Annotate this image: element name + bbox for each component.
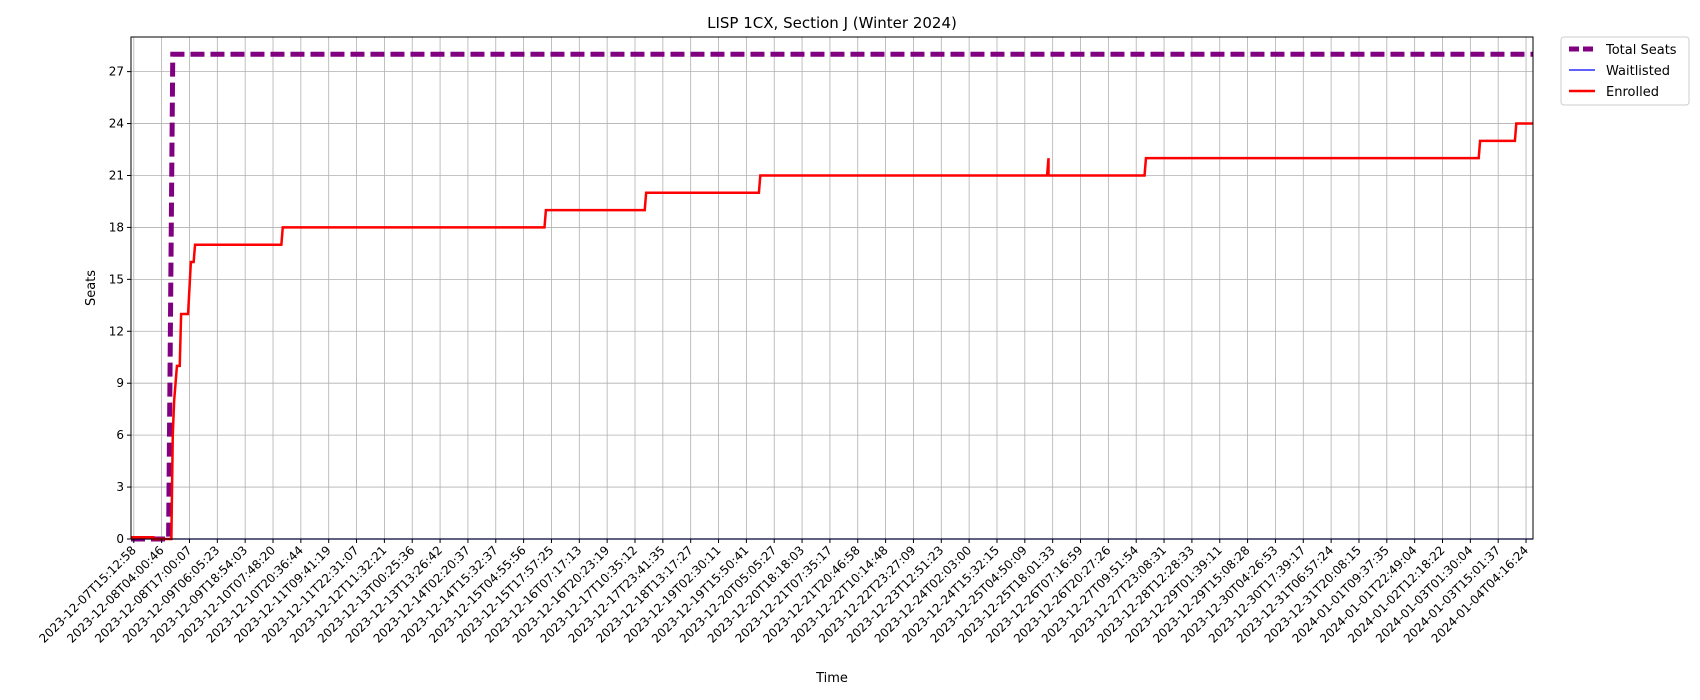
y-tick-label: 0 (116, 532, 124, 546)
legend-label-waitlisted: Waitlisted (1606, 64, 1670, 79)
y-tick-label: 18 (109, 220, 124, 234)
total-seats-line (131, 51, 1533, 542)
y-axis-label: Seats (84, 270, 99, 306)
y-tick-label: 21 (109, 168, 124, 182)
y-tick-label: 24 (109, 117, 124, 131)
y-tick-label: 12 (109, 324, 124, 338)
x-axis-label: Time (815, 671, 848, 686)
grid-lines (131, 37, 1533, 540)
legend: Total Seats Waitlisted Enrolled (1560, 36, 1690, 106)
legend-label-total-seats: Total Seats (1605, 43, 1677, 58)
enrolled-line (131, 122, 1533, 541)
y-tick-label: 3 (116, 480, 124, 494)
legend-label-enrolled: Enrolled (1606, 85, 1659, 100)
y-axis-ticks: 0 3 6 9 12 15 18 21 24 27 (109, 65, 131, 546)
y-tick-label: 15 (109, 272, 124, 286)
legend-box (1560, 36, 1690, 106)
y-tick-label: 27 (109, 65, 124, 79)
plot-frame (130, 36, 1534, 540)
y-tick-label: 9 (116, 376, 124, 390)
chart-title: LISP 1CX, Section J (Winter 2024) (707, 14, 957, 32)
y-tick-label: 6 (116, 428, 124, 442)
